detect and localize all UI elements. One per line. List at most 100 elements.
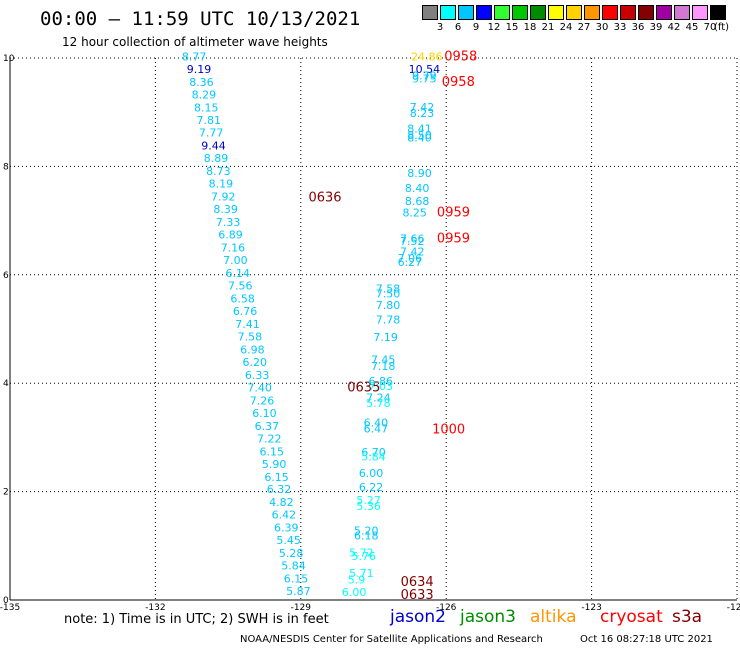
wave-height-value: 5.76 — [352, 550, 377, 563]
wave-height-value: 6.33 — [245, 369, 270, 382]
legend-swatch — [602, 5, 618, 20]
wave-height-value: 7.16 — [221, 241, 246, 254]
wave-height-value: 8.23 — [410, 107, 435, 120]
wave-height-value: 8.50 — [407, 129, 432, 142]
pass-time-label: 0958 — [442, 75, 475, 90]
pass-time-label: 0636 — [308, 191, 341, 206]
wave-height-value: 9.44 — [201, 140, 226, 153]
wave-height-value: 6.32 — [267, 483, 292, 496]
pass-time-label: 0959 — [437, 205, 470, 220]
legend-swatch — [530, 5, 546, 20]
wave-height-value: 6.47 — [364, 423, 389, 436]
wave-height-value: 7.03 — [369, 380, 394, 393]
wave-height-value: 7.45 — [371, 354, 396, 367]
wave-height-value: 4.82 — [269, 496, 294, 509]
y-tick-label: 10 — [3, 54, 15, 64]
legend-label: 24 — [559, 22, 573, 33]
x-tick-label: -123 — [581, 603, 601, 613]
wave-height-value: 5.71 — [349, 567, 374, 580]
wave-height-value: 7.40 — [247, 381, 272, 394]
wave-height-value: 6.89 — [218, 228, 243, 241]
wave-height-value: 6.76 — [233, 305, 258, 318]
wave-height-value: 7.56 — [228, 279, 253, 292]
wave-height-value: 24.86 — [411, 51, 443, 64]
wave-height-value: 7.80 — [376, 299, 401, 312]
wave-height-value: 5.84 — [281, 560, 306, 573]
legend-swatch — [476, 5, 492, 20]
satellite-legend-altika: altika — [530, 607, 577, 627]
plot-marks: 8.779.198.368.298.157.817.779.448.898.73… — [182, 50, 477, 603]
wave-height-value: 8.15 — [194, 102, 219, 115]
wave-height-value: 6.58 — [230, 292, 255, 305]
map-subtitle: 12 hour collection of altimeter wave hei… — [62, 35, 328, 49]
wave-height-value: 5.36 — [356, 500, 381, 513]
legend-label: 42 — [667, 22, 681, 33]
wave-height-value: 6.39 — [274, 522, 299, 535]
wave-height-value: 8.41 — [407, 122, 432, 135]
legend-label: 6 — [454, 22, 462, 33]
wave-height-value: 7.50 — [376, 288, 401, 301]
wave-height-value: 7.42 — [410, 101, 435, 114]
wave-height-value: 8.73 — [206, 165, 231, 178]
legend-swatch — [710, 5, 726, 20]
wave-height-value: 6.37 — [255, 420, 280, 433]
satellite-legend-cryosat: cryosat — [600, 607, 663, 627]
legend-swatch — [584, 5, 600, 20]
legend-label: 27 — [577, 22, 591, 33]
wave-height-value: 7.66 — [400, 232, 425, 245]
legend-swatch — [674, 5, 690, 20]
wave-height-value: 8.90 — [407, 167, 432, 180]
wave-height-value: 10.54 — [409, 63, 441, 76]
wave-height-value: 6.86 — [369, 375, 394, 388]
legend-label: 36 — [631, 22, 645, 33]
wave-height-value: 6.42 — [272, 509, 297, 522]
wave-height-value: 5.72 — [349, 547, 374, 560]
wave-height-value: 7.52 — [400, 235, 425, 248]
legend-swatch — [440, 5, 456, 20]
wave-height-value: 8.89 — [204, 152, 229, 165]
wave-height-value: 5.87 — [286, 585, 311, 598]
wave-height-value: 7.33 — [216, 216, 241, 229]
legend-unit: (ft) — [714, 22, 730, 33]
pass-time-label: 0634 — [401, 575, 434, 590]
wave-height-value: 7.26 — [250, 394, 275, 407]
wave-height-value: 6.15 — [259, 445, 284, 458]
legend-swatch — [620, 5, 636, 20]
y-tick-label: 4 — [3, 379, 9, 389]
wave-height-value: 6.18 — [354, 529, 379, 542]
wave-height-value: 9.79 — [412, 70, 437, 83]
wave-height-value: 5.20 — [354, 524, 379, 537]
wave-height-value: 7.81 — [196, 114, 221, 127]
map-title: 00:00 – 11:59 UTC 10/13/2021 — [40, 8, 361, 30]
legend-label: 21 — [541, 22, 555, 33]
legend-label: 33 — [613, 22, 627, 33]
wave-height-value: 8.36 — [189, 76, 214, 89]
y-tick-label: 8 — [3, 162, 9, 172]
wave-height-value: 5.84 — [361, 451, 386, 464]
wave-height-value: 6.14 — [226, 267, 251, 280]
wave-height-value: 5.27 — [356, 494, 381, 507]
x-tick-label: -120 — [727, 603, 740, 613]
wave-height-value: 8.40 — [405, 182, 430, 195]
wave-height-value: 6.20 — [243, 356, 268, 369]
x-tick-label: -135 — [0, 603, 20, 613]
wave-height-value: 7.06 — [398, 252, 423, 265]
wave-height-value: 8.19 — [209, 178, 234, 191]
wave-height-value: 6.15 — [264, 471, 289, 484]
wave-height-value: 7.78 — [376, 314, 401, 327]
wave-height-value: 8.68 — [405, 195, 430, 208]
legend-swatch — [512, 5, 528, 20]
axis-labels: -135 -132 -129 -126 -123 -120 0 2 4 6 8 10 — [0, 54, 740, 613]
legend-swatch — [494, 5, 510, 20]
wave-height-value: 6.98 — [240, 343, 265, 356]
x-tick-label: -129 — [291, 603, 312, 613]
wave-height-value: 6.00 — [359, 467, 384, 480]
wave-height-value: 7.24 — [366, 392, 391, 405]
plot-grid — [9, 57, 738, 601]
wave-height-value: 6.40 — [364, 417, 389, 430]
legend-label: 39 — [649, 22, 663, 33]
legend-swatch — [566, 5, 582, 20]
y-tick-label: 6 — [3, 271, 9, 281]
wave-height-value: 7.19 — [373, 331, 398, 344]
legend-label: 3 — [436, 22, 444, 33]
